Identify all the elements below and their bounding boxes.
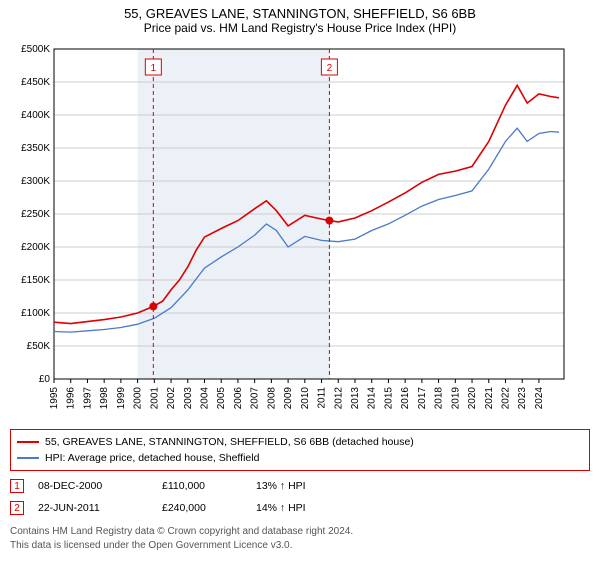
legend-swatch bbox=[17, 441, 39, 443]
footer: Contains HM Land Registry data © Crown c… bbox=[10, 525, 590, 553]
chart-area: £0 £50K £100K £150K £200K £250K £300K £350K £400… bbox=[10, 41, 590, 421]
svg-text:2016: 2016 bbox=[400, 387, 411, 410]
svg-text:2000: 2000 bbox=[133, 387, 144, 410]
svg-text:1: 1 bbox=[151, 63, 157, 74]
svg-text:2010: 2010 bbox=[300, 387, 311, 410]
svg-text:2001: 2001 bbox=[149, 387, 160, 410]
svg-text:2005: 2005 bbox=[216, 387, 227, 410]
legend-label: HPI: Average price, detached house, Shef… bbox=[45, 450, 259, 466]
svg-text:2019: 2019 bbox=[450, 387, 461, 410]
transaction-index-badge: 1 bbox=[10, 479, 24, 493]
transactions-list: 1 08-DEC-2000 £110,000 13% ↑ HPI 2 22-JUN-201… bbox=[10, 479, 590, 515]
legend-item: HPI: Average price, detached house, Shef… bbox=[17, 450, 583, 466]
legend-swatch bbox=[17, 457, 39, 459]
transaction-price: £110,000 bbox=[162, 480, 242, 492]
svg-text:2014: 2014 bbox=[367, 387, 378, 410]
svg-text:2006: 2006 bbox=[233, 387, 244, 410]
svg-text:2: 2 bbox=[327, 63, 333, 74]
svg-text:2022: 2022 bbox=[500, 387, 511, 410]
svg-text:£450K: £450K bbox=[21, 77, 50, 88]
svg-text:£0: £0 bbox=[39, 374, 51, 385]
svg-text:2021: 2021 bbox=[484, 387, 495, 410]
svg-text:£150K: £150K bbox=[21, 275, 50, 286]
svg-text:2023: 2023 bbox=[517, 387, 528, 410]
transaction-price: £240,000 bbox=[162, 502, 242, 514]
svg-text:2011: 2011 bbox=[317, 387, 328, 409]
svg-text:2015: 2015 bbox=[383, 387, 394, 410]
svg-text:2009: 2009 bbox=[283, 387, 294, 410]
svg-text:1999: 1999 bbox=[116, 387, 127, 410]
svg-text:£400K: £400K bbox=[21, 110, 50, 121]
svg-text:2007: 2007 bbox=[250, 387, 261, 410]
chart-subtitle: Price paid vs. HM Land Registry's House … bbox=[10, 21, 590, 35]
svg-text:2017: 2017 bbox=[417, 387, 428, 410]
legend-item: 55, GREAVES LANE, STANNINGTON, SHEFFIELD… bbox=[17, 434, 583, 450]
transaction-date: 08-DEC-2000 bbox=[38, 480, 148, 492]
svg-text:1997: 1997 bbox=[82, 387, 93, 410]
footer-line-1: Contains HM Land Registry data © Crown c… bbox=[10, 525, 590, 539]
legend: 55, GREAVES LANE, STANNINGTON, SHEFFIELD… bbox=[10, 429, 590, 471]
transaction-hpi-delta: 13% ↑ HPI bbox=[256, 480, 346, 492]
transaction-index-badge: 2 bbox=[10, 501, 24, 515]
svg-text:£300K: £300K bbox=[21, 176, 50, 187]
svg-text:£250K: £250K bbox=[21, 209, 50, 220]
transaction-row: 1 08-DEC-2000 £110,000 13% ↑ HPI bbox=[10, 479, 590, 493]
svg-text:2012: 2012 bbox=[333, 387, 344, 410]
transaction-row: 2 22-JUN-2011 £240,000 14% ↑ HPI bbox=[10, 501, 590, 515]
svg-text:1998: 1998 bbox=[99, 387, 110, 410]
legend-label: 55, GREAVES LANE, STANNINGTON, SHEFFIELD… bbox=[45, 434, 414, 450]
svg-text:2018: 2018 bbox=[434, 387, 445, 410]
svg-text:2002: 2002 bbox=[166, 387, 177, 410]
svg-text:£350K: £350K bbox=[21, 143, 50, 154]
svg-text:1995: 1995 bbox=[49, 387, 60, 410]
svg-text:2008: 2008 bbox=[266, 387, 277, 410]
svg-text:£200K: £200K bbox=[21, 242, 50, 253]
svg-text:£500K: £500K bbox=[21, 44, 50, 55]
svg-text:2003: 2003 bbox=[183, 387, 194, 410]
svg-text:2020: 2020 bbox=[467, 387, 478, 410]
footer-line-2: This data is licensed under the Open Gov… bbox=[10, 539, 590, 553]
svg-text:£50K: £50K bbox=[27, 341, 51, 352]
transaction-date: 22-JUN-2011 bbox=[38, 502, 148, 514]
svg-text:2024: 2024 bbox=[534, 387, 545, 410]
chart-title: 55, GREAVES LANE, STANNINGTON, SHEFFIELD… bbox=[10, 6, 590, 21]
svg-text:£100K: £100K bbox=[21, 308, 50, 319]
line-chart: £0 £50K £100K £150K £200K £250K £300K £350K £400… bbox=[10, 41, 570, 421]
svg-text:1996: 1996 bbox=[66, 387, 77, 410]
transaction-hpi-delta: 14% ↑ HPI bbox=[256, 502, 346, 514]
svg-text:2013: 2013 bbox=[350, 387, 361, 410]
svg-text:2004: 2004 bbox=[199, 387, 210, 410]
